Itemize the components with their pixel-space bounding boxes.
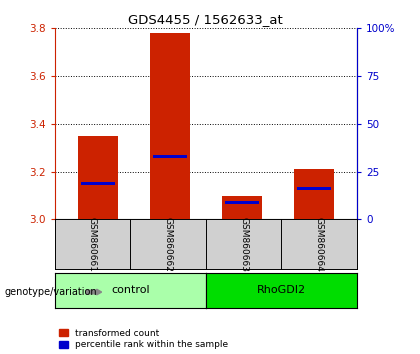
Legend: transformed count, percentile rank within the sample: transformed count, percentile rank withi… — [59, 329, 228, 349]
Text: RhoGDI2: RhoGDI2 — [257, 285, 306, 295]
Bar — [78, 136, 118, 219]
Title: GDS4455 / 1562633_at: GDS4455 / 1562633_at — [129, 13, 283, 26]
Text: GSM860664: GSM860664 — [315, 217, 324, 272]
Text: GSM860661: GSM860661 — [88, 217, 97, 272]
Bar — [150, 33, 189, 219]
Text: genotype/variation: genotype/variation — [4, 287, 97, 297]
Text: GSM860662: GSM860662 — [163, 217, 173, 272]
Text: GSM860663: GSM860663 — [239, 217, 248, 272]
Bar — [294, 169, 333, 219]
Bar — [225, 201, 259, 204]
Bar — [153, 155, 186, 158]
Bar — [222, 195, 262, 219]
Bar — [297, 187, 331, 190]
Bar — [81, 182, 115, 185]
Text: control: control — [111, 285, 150, 295]
